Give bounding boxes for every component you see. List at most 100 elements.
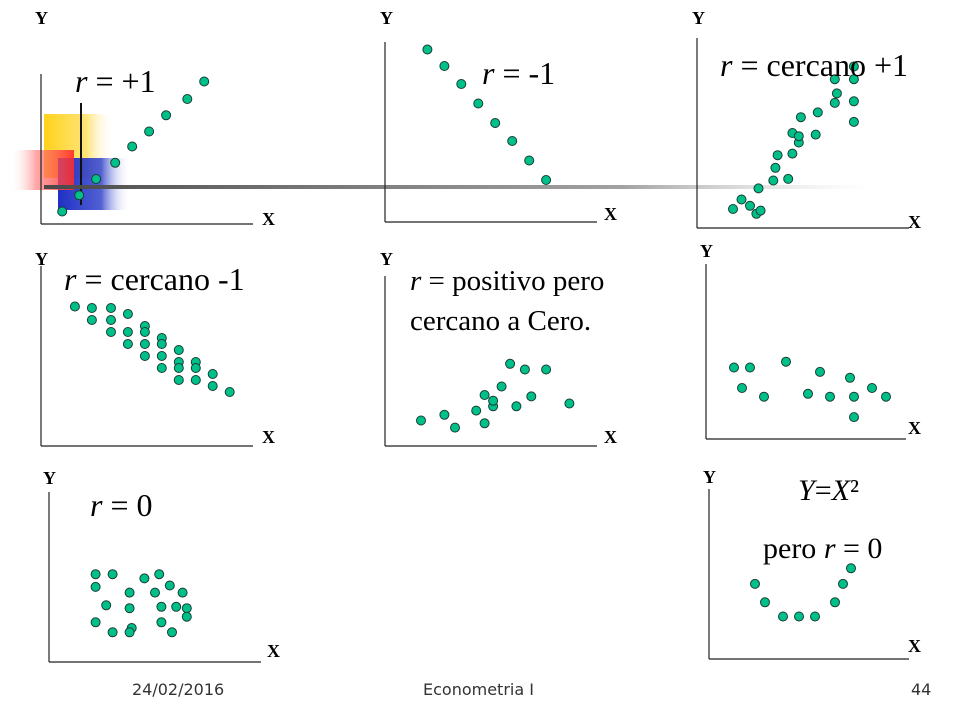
y-axis-label: Y [380,8,393,28]
scatter-point [164,580,175,591]
scatter-panel-2: Y Xr = -1 [380,8,617,224]
scatter-point [541,364,552,375]
scatter-point [846,563,856,574]
scatter-panel-6: YX [700,241,921,440]
scatter-point [139,351,150,361]
scatter-point [156,363,167,373]
scatter-point [845,372,855,383]
scatter-point [90,617,101,628]
x-axis-label: X [604,427,617,447]
scatter-point [829,74,840,85]
scatter-point [139,327,150,337]
y-axis-label: Y [703,467,716,487]
scatter-point [190,375,201,385]
scatter-point [812,107,823,118]
scatter-point [794,611,804,622]
x-axis-label: X [908,212,921,232]
scatter-point [825,391,835,402]
scatter-point [783,173,794,184]
panel-annotation: cercano a Cero. [410,305,591,337]
scatter-point [737,383,747,393]
scatter-point [519,364,530,375]
scatter-point [207,381,218,391]
scatter-point [173,345,184,355]
scatter-point [490,118,501,128]
scatter-point [848,96,859,107]
scatter-point [803,388,813,399]
scatter-point [830,597,840,608]
scatter-point [86,315,97,325]
scatter-point [124,603,135,614]
scatter-point [479,390,490,400]
scatter-point [810,611,820,622]
scatter-point [488,395,499,406]
scatter-point [181,603,192,614]
scatter-point [829,97,840,108]
scatter-point [507,136,518,146]
scatter-point [496,381,507,392]
scatter-point [190,363,201,373]
scatter-point [167,627,177,638]
scatter-point [760,597,770,608]
scatter-point [173,363,184,373]
scatter-point [110,157,121,168]
scatter-point [122,339,133,349]
scatter-point [728,204,738,214]
scatter-point [772,150,783,161]
scatter-point [161,110,172,121]
panel-annotation: Y=X² [798,474,859,507]
scatter-point [439,61,450,71]
scatter-point [753,183,764,194]
scatter-panel-1: Y Xr = +1 [35,8,275,229]
footer-page-number: 44 [911,680,932,699]
scatter-point [867,383,877,393]
scatter-point [139,573,150,584]
panel-annotation: r = 0 [90,487,153,523]
x-axis-label: X [262,427,275,447]
scatter-point [156,617,167,628]
footer-date: 24/02/2016 [132,680,225,699]
scatter-point [107,569,118,580]
scatter-point [810,129,821,140]
y-axis-label: Y [35,249,48,269]
scatter-point [564,398,575,409]
scatter-point [156,601,167,612]
scatter-point [848,74,859,85]
scatter-point [450,422,460,433]
scatter-point [124,627,135,638]
scatter-point [101,600,112,611]
scatter-point [793,131,804,142]
scatter-point [199,76,210,87]
scatter-point [122,327,133,337]
scatter-point [173,375,184,385]
scatter-point [838,578,848,589]
scatter-point [124,587,135,598]
x-axis-label: X [262,209,275,229]
panel-annotation: r = cercano +1 [720,47,908,83]
scatter-point [156,351,167,361]
scatter-point [106,315,116,325]
scatter-panel-3: Y Xr = cercano +1 [692,8,921,232]
scatter-point [181,611,192,622]
x-axis-label: X [908,636,921,656]
scatter-point [154,569,165,580]
scatter-point [736,194,747,205]
scatter-point [849,412,859,423]
scatter-point [881,391,891,402]
scatter-point [745,362,755,373]
scatter-panel-4: Y Xr = cercano -1 [35,249,275,447]
scatter-point [182,94,193,104]
scatter-point [86,303,97,313]
scatter-point [755,205,766,216]
scatter-point [91,174,102,184]
scatter-point [471,405,482,416]
scatter-point [224,387,235,397]
scatter-point [511,401,522,412]
scatter-point [479,418,490,429]
scatter-point [815,366,825,377]
scatter-point [90,581,101,592]
scatter-point [106,303,116,313]
scatter-point [422,44,433,55]
panel-annotation: r = positivo pero [410,265,604,297]
